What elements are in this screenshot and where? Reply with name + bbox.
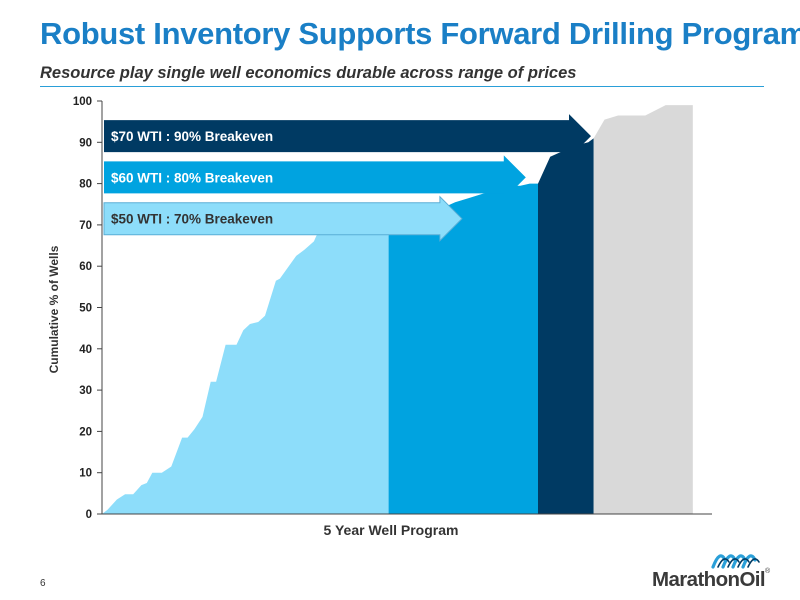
y-tick-label: 50: [79, 303, 92, 315]
y-tick-label: 0: [86, 509, 92, 521]
y-tick-label: 60: [79, 261, 92, 273]
slide-title: Robust Inventory Supports Forward Drilli…: [40, 16, 800, 51]
breakeven-arrow-label-1: $70 WTI : 90% Breakeven: [111, 129, 273, 144]
page-number: 6: [40, 578, 46, 589]
y-tick-label: 20: [79, 426, 92, 438]
logo-text: MarathonOil®: [652, 568, 770, 592]
y-tick-label: 100: [73, 96, 92, 108]
area-band-3: [537, 138, 594, 514]
breakeven-arrow-label-2: $60 WTI : 80% Breakeven: [111, 170, 273, 185]
y-tick-label: 90: [79, 137, 92, 149]
breakeven-arrow-label-3: $50 WTI : 70% Breakeven: [111, 212, 273, 227]
wave-logo-icon: [711, 554, 760, 569]
x-axis-label: 5 Year Well Program: [324, 522, 459, 538]
y-tick-label: 40: [79, 344, 92, 356]
area-band-2: [388, 183, 538, 514]
y-tick-label: 80: [79, 179, 92, 191]
title-divider: [40, 86, 764, 87]
company-logo: MarathonOil®: [600, 548, 770, 592]
y-axis-label: Cumulative % of Wells: [47, 245, 61, 373]
area-band-1: [102, 224, 389, 514]
y-tick-label: 30: [79, 385, 92, 397]
y-tick-label: 70: [79, 220, 92, 232]
logo-registered-mark: ®: [765, 568, 771, 575]
slide-subtitle: Resource play single well economics dura…: [40, 64, 577, 82]
logo-wordmark: MarathonOil: [652, 568, 766, 591]
breakeven-arrow-1: [104, 114, 591, 159]
breakeven-arrow-2: [104, 155, 526, 200]
area-band-4: [593, 105, 693, 514]
breakeven-arrow-3: [103, 195, 463, 242]
y-tick-label: 10: [79, 468, 92, 480]
